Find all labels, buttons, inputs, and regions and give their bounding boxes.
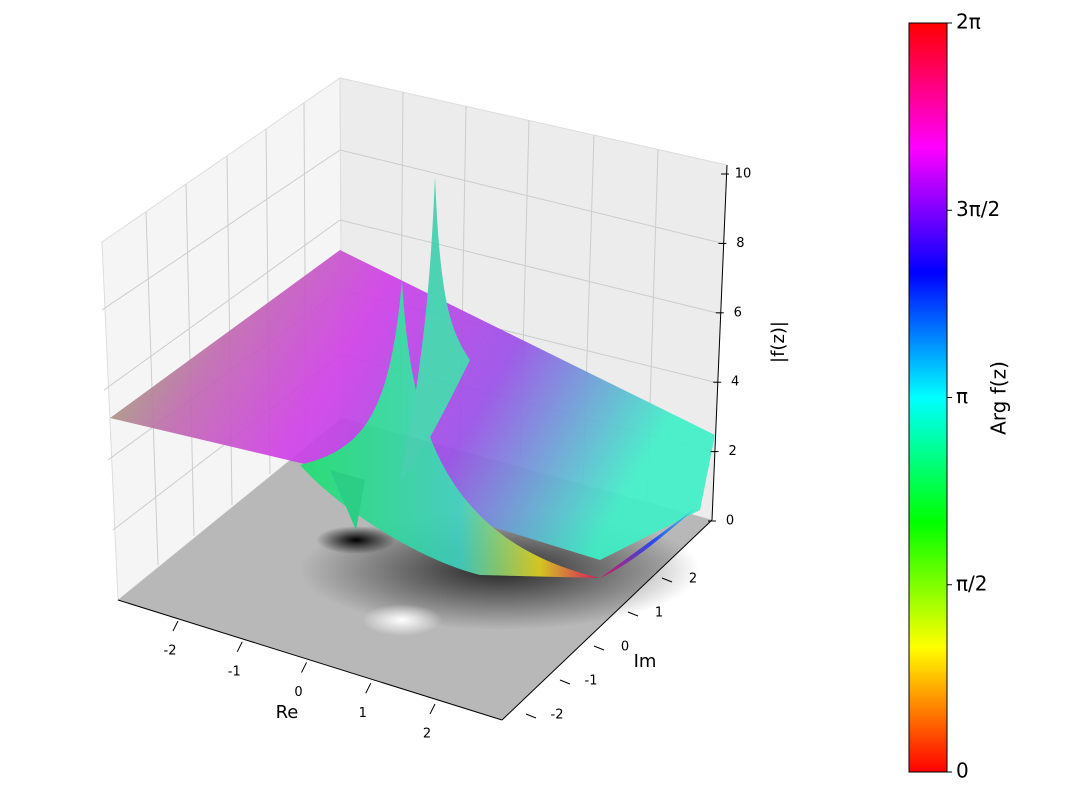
surface [110,176,715,578]
colorbar-tick-label: π/2 [956,571,988,595]
y-tick-label: 0 [621,640,629,655]
axes-lines [117,164,728,721]
colorbar-tick-label: 3π/2 [956,197,1000,221]
colorbar-label: Arg f(z) [987,361,1011,435]
x-tick-label: -1 [228,664,241,679]
y-tick-label: 1 [655,606,663,621]
z-tick-label: 2 [728,444,736,459]
colorbar-tick-label: 0 [956,759,969,783]
x-tick [236,641,243,652]
x-tick-label: 1 [359,706,367,721]
z-tick-label: 6 [734,305,742,320]
x-tick [172,620,179,632]
x-axis-label: Re [276,702,299,723]
y-tick-label: -1 [585,674,598,689]
y-tick-label: -2 [551,708,564,723]
y-axis-label: Im [634,651,657,672]
x-tick-label: -2 [164,644,177,659]
colorbar-tick-label: π [956,384,968,408]
z-tick-label: 0 [726,514,734,529]
y-tick [593,645,605,651]
colorbar-tick-label: 2π [956,10,981,34]
y-tick [559,679,571,685]
y-tick [525,713,537,719]
x-tick [365,683,372,694]
x-tick [429,703,436,715]
z-tick-label: 10 [735,167,752,182]
z-tick-label: 8 [736,236,744,251]
y-tick [661,577,673,583]
x-tick [301,662,307,673]
colorbar [908,22,948,773]
x-tick-label: 2 [423,727,431,742]
z-axis-label: |f(z)| [768,321,789,363]
x-tick-label: 0 [294,685,302,700]
y-tick [627,611,639,617]
y-tick-label: 2 [689,572,697,587]
z-tick-label: 4 [731,375,739,390]
